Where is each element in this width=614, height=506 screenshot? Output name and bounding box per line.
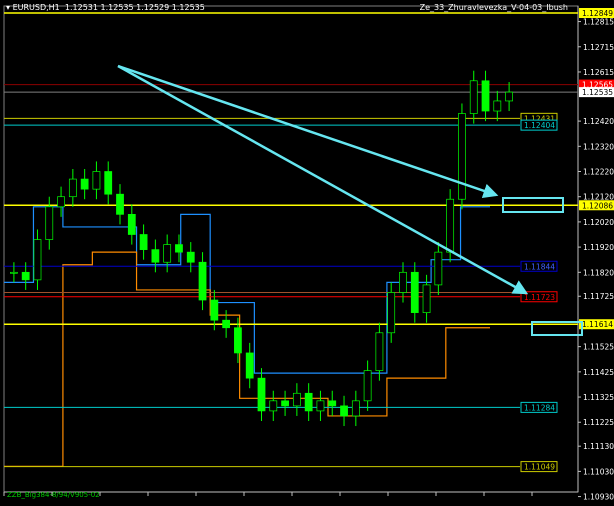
price-label-box [520,461,558,473]
candle [446,198,455,253]
candle [57,196,65,208]
y-tick-label: 1.12220 [583,168,614,177]
price-label: 1.11284 [524,403,555,412]
candle [139,234,148,250]
candle [234,327,242,354]
price-label-box [520,119,558,131]
trendline-arrow [117,64,499,199]
candle [10,271,18,274]
price-label: 1.12431 [524,114,555,123]
candle [269,400,278,412]
candle [281,400,289,407]
price-label-box [520,291,558,303]
candle [399,271,407,293]
footer-indicator-label: ZZB_Big384-8/94/V905-02 [7,491,100,499]
candle [198,261,207,301]
candle [422,284,431,313]
candle [292,392,301,407]
y-tick-label: 1.11325 [583,393,614,402]
candle [340,405,348,417]
axis-price-tag [579,8,614,18]
candle [163,244,172,263]
axis-price-tag [579,319,614,330]
y-tick-label: 1.11425 [583,368,614,377]
candle [104,171,113,195]
candle [316,400,325,412]
target-box [502,197,564,213]
candle [410,271,419,313]
chart-title: ▾ EURUSD,H1 1.12531 1.12535 1.12529 1.12… [6,3,205,12]
y-tick-label: 1.11130 [583,442,614,451]
candle [186,251,195,263]
axis-price-label: 1.12086 [582,201,613,210]
axis-price-label: 1.11614 [582,320,613,329]
candle [505,91,513,102]
y-tick-label: 1.12020 [583,218,614,227]
candle [80,178,89,190]
y-tick-label: 1.12120 [583,193,614,202]
candle [434,251,443,286]
candle [68,178,77,198]
price-label: 1.11723 [524,293,555,302]
axis-price-tag [579,79,614,90]
y-tick-label: 1.12420 [583,117,614,126]
candle [210,299,219,321]
candle [257,377,266,412]
axis-price-label: 1.12849 [582,9,613,18]
y-tick-label: 1.12320 [583,142,614,151]
target-box [531,321,583,336]
candle [387,292,396,334]
y-tick-label: 1.11725 [583,292,614,301]
plot-frame [3,5,579,493]
candle [469,80,478,114]
candle [493,100,502,112]
y-tick-label: 1.12815 [583,18,614,27]
y-tick-label: 1.11820 [583,268,614,277]
price-label: 1.11844 [524,262,555,271]
step-line-orange [4,251,490,467]
y-tick-label: 1.12715 [583,43,614,52]
candle [33,239,42,281]
candle [363,370,372,402]
candle [127,213,136,235]
price-label-box [520,401,558,413]
candle [458,113,466,200]
axis-price-label: 1.12565 [582,81,613,90]
candle [481,80,490,112]
price-label: 1.11049 [524,463,555,472]
candle [351,400,360,417]
price-label-box [520,260,558,272]
y-tick-label: 1.11030 [583,467,614,476]
y-tick-label: 1.11525 [583,343,614,352]
y-tick-label: 1.11920 [583,243,614,252]
candle [328,400,337,407]
candle [304,392,313,412]
indicator-label: Ze_33_Zhuravlevezka_V-04-03_Ibush [419,3,568,12]
trendline-arrow [117,64,529,295]
candle [92,171,101,190]
candle [245,352,254,379]
ohlc-readout: 1.12531 1.12535 1.12529 1.12535 [64,3,205,12]
y-tick-label: 1.12615 [583,68,614,77]
axis-price-tag [579,87,614,98]
axis-price-tag [579,200,614,211]
candle [375,332,384,371]
y-tick-label: 1.10930 [583,493,614,502]
symbol: EURUSD,H1 [12,3,60,12]
candle [45,206,54,240]
y-tick-label: 1.11225 [583,418,614,427]
candle [21,271,30,281]
candle [175,244,183,253]
candle [222,319,231,329]
candle [151,249,160,263]
price-label: 1.12404 [524,121,555,130]
candle [116,193,124,215]
axis-price-label: 1.12535 [582,88,613,97]
